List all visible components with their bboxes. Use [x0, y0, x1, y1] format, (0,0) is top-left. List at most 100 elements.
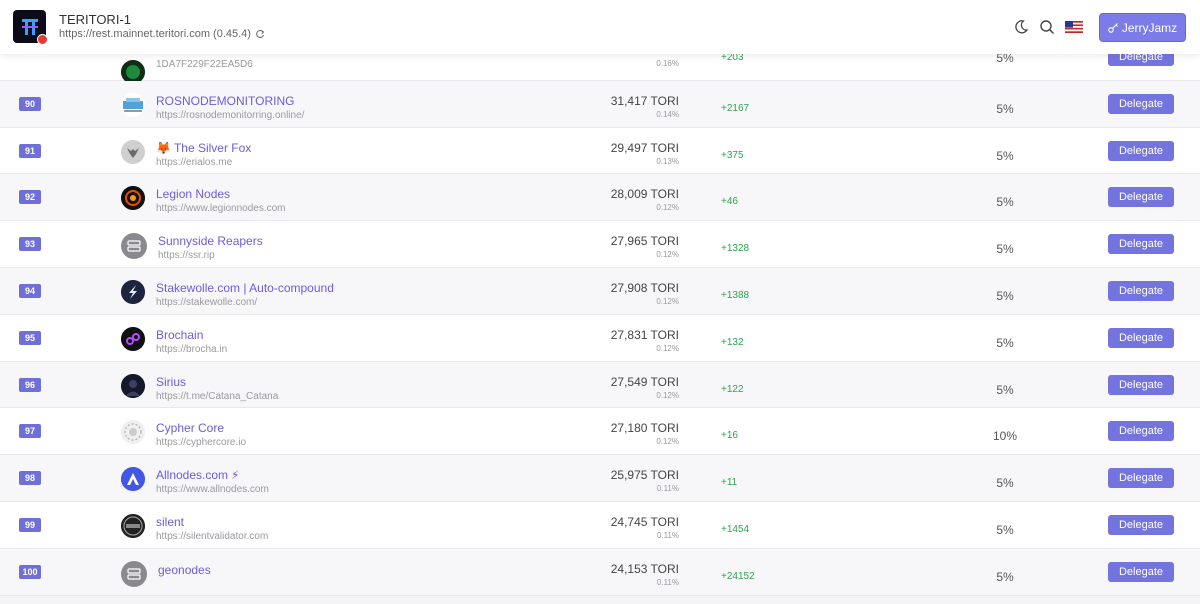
commission: 5% — [996, 335, 1014, 350]
stake-change: +1454 — [721, 523, 750, 535]
delegate-button[interactable]: Delegate — [1108, 234, 1174, 255]
commission: 5% — [996, 382, 1014, 397]
table-row: 90 ROSNODEMONITORING https://rosnodemoni… — [0, 80, 1200, 128]
stake-amount: 28,009 TORI — [610, 187, 679, 202]
rank-badge: 99 — [19, 517, 41, 532]
validator-name-group[interactable]: Allnodes.com ⚡ — [156, 468, 239, 482]
voting-power-percent: 0.11% — [656, 530, 679, 540]
validator-avatar — [121, 92, 145, 117]
validator-url[interactable]: https://stakewolle.com/ — [156, 296, 258, 308]
commission: 5% — [996, 148, 1014, 163]
stake-amount: 31,417 TORI — [610, 93, 679, 108]
validator-avatar — [121, 279, 145, 304]
stake-amount: 25,975 TORI — [610, 468, 679, 483]
validator-avatar — [121, 373, 145, 398]
stake-change: +375 — [721, 149, 744, 161]
validator-name[interactable]: Legion Nodes — [156, 187, 231, 202]
rank-badge: 92 — [19, 190, 41, 205]
validator-name[interactable]: silent — [156, 514, 185, 529]
voting-power-percent: 0.12% — [656, 343, 679, 353]
commission: 5% — [996, 569, 1014, 584]
refresh-icon[interactable] — [255, 29, 265, 39]
stake-amount: 27,908 TORI — [610, 280, 679, 295]
validator-name: Allnodes.com — [156, 468, 229, 483]
rank-badge: 97 — [19, 424, 41, 439]
rank-badge: 93 — [19, 237, 41, 252]
teritori-logo[interactable] — [13, 10, 48, 45]
validator-url[interactable]: https://brocha.in — [156, 343, 228, 355]
table-row: 96 Sirius https://t.me/Catana_Catana 27,… — [0, 361, 1200, 409]
voting-power-percent: 0.16% — [656, 59, 679, 68]
validator-url[interactable]: https://t.me/Catana_Catana — [156, 390, 279, 402]
stake-amount: 29,497 TORI — [610, 140, 679, 155]
moon-icon[interactable] — [1012, 18, 1030, 36]
chain-name: TERITORI-1 — [59, 12, 131, 27]
validator-avatar — [121, 420, 145, 445]
stake-amount: 27,831 TORI — [610, 327, 679, 342]
voting-power-percent: 0.12% — [656, 203, 679, 213]
stake-amount: 27,549 TORI — [610, 374, 679, 389]
validator-table: 1DA7F229F22EA5D6 0.16% +203 5% Delegate … — [0, 34, 1200, 596]
validator-name[interactable]: Brochain — [156, 327, 204, 342]
validator-url[interactable]: https://erialos.me — [156, 156, 233, 168]
rank-badge: 100 — [19, 564, 41, 579]
table-row: 92 Legion Nodes https://www.legionnodes.… — [0, 174, 1200, 222]
search-icon[interactable] — [1038, 18, 1056, 36]
delegate-button[interactable]: Delegate — [1108, 468, 1174, 489]
validator-url[interactable]: https://rosnodemonitorring.online/ — [156, 109, 305, 121]
validator-url[interactable]: https://www.legionnodes.com — [156, 203, 286, 215]
table-row: 100 geonodes 24,153 TORI 0.11% +24152 5%… — [0, 548, 1200, 596]
rank-badge: 95 — [19, 330, 41, 345]
stake-change: +24152 — [721, 570, 755, 582]
stake-change: +11 — [721, 477, 738, 489]
delegate-button[interactable]: Delegate — [1108, 561, 1174, 582]
stake-change: +16 — [721, 430, 738, 442]
table-row: 91 🦊 The Silver Fox https://erialos.me 2… — [0, 127, 1200, 175]
commission: 5% — [996, 195, 1014, 210]
delegate-button[interactable]: Delegate — [1108, 327, 1174, 348]
delegate-button[interactable]: Delegate — [1108, 421, 1174, 442]
delegate-button[interactable]: Delegate — [1108, 280, 1174, 301]
wallet-user-button[interactable]: JerryJamz — [1099, 13, 1186, 42]
rank-badge: 98 — [19, 471, 41, 486]
stake-change: +132 — [721, 336, 744, 348]
validator-avatar — [121, 186, 145, 211]
validator-url[interactable]: https://ssr.rip — [158, 250, 215, 262]
voting-power-percent: 0.11% — [656, 577, 679, 587]
table-row: 98 Allnodes.com ⚡ https://www.allnodes.c… — [0, 455, 1200, 502]
validator-name[interactable]: Stakewolle.com | Auto-compound — [156, 280, 334, 295]
validator-url[interactable]: https://www.allnodes.com — [156, 484, 269, 496]
validator-name[interactable]: Cypher Core — [156, 421, 225, 436]
stake-change: +122 — [721, 383, 744, 395]
validator-name[interactable]: geonodes — [158, 562, 211, 577]
voting-power-percent: 0.12% — [656, 296, 679, 306]
delegate-button[interactable]: Delegate — [1108, 93, 1174, 114]
validator-avatar — [121, 326, 145, 351]
commission: 5% — [996, 476, 1014, 491]
delegate-button[interactable]: Delegate — [1108, 140, 1174, 161]
status-dot — [37, 34, 48, 45]
voting-power-percent: 0.11% — [656, 484, 679, 494]
validator-url[interactable]: https://silentvalidator.com — [156, 530, 269, 542]
stake-amount: 24,153 TORI — [610, 561, 679, 576]
delegate-button[interactable]: Delegate — [1108, 374, 1174, 395]
validator-name[interactable]: Sunnyside Reapers — [158, 234, 263, 249]
us-flag-icon[interactable] — [1064, 18, 1084, 36]
validator-name[interactable]: ROSNODEMONITORING — [156, 93, 295, 108]
lightning-icon: ⚡ — [231, 468, 240, 483]
table-row: 95 Brochain https://brocha.in 27,831 TOR… — [0, 314, 1200, 362]
delegate-button[interactable]: Delegate — [1108, 514, 1174, 535]
commission: 10% — [992, 429, 1018, 444]
validator-avatar — [121, 60, 145, 84]
stake-amount: 24,745 TORI — [610, 514, 679, 529]
chain-url: https://rest.mainnet.teritori.com (0.45.… — [59, 28, 251, 40]
table-row: 97 Cypher Core https://cyphercore.io 27,… — [0, 408, 1200, 456]
commission: 5% — [996, 522, 1014, 537]
delegate-button[interactable]: Delegate — [1108, 187, 1174, 208]
voting-power-percent: 0.12% — [656, 437, 679, 447]
validator-url[interactable]: 1DA7F229F22EA5D6 — [156, 59, 253, 70]
validator-url[interactable]: https://cyphercore.io — [156, 437, 247, 449]
validator-name[interactable]: Sirius — [156, 374, 187, 389]
validator-name-group[interactable]: 🦊 The Silver Fox — [156, 141, 251, 155]
top-bar: TERITORI-1 https://rest.mainnet.teritori… — [0, 0, 1200, 54]
